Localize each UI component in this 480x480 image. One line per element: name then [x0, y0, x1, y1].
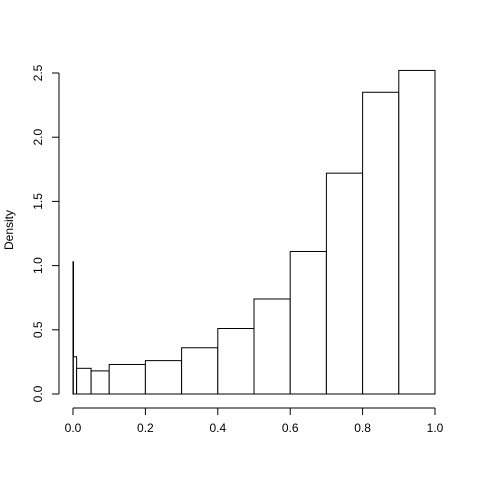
histogram-bar-2	[76, 367, 92, 395]
histogram-bar-6	[181, 347, 219, 395]
y-tick-label-4: 2.0	[31, 129, 45, 146]
histogram-bar-4	[108, 363, 146, 395]
y-tick-label-5: 2.5	[31, 64, 45, 81]
histogram-bars	[72, 69, 436, 395]
x-tick-label-2: 0.4	[209, 421, 226, 435]
y-axis: 0.0 0.5 1.0 1.5 2.0 2.5	[31, 64, 60, 402]
x-tick-label-0: 0.0	[65, 421, 82, 435]
x-tick-label-1: 0.2	[137, 421, 154, 435]
y-tick-label-1: 0.5	[31, 321, 45, 338]
histogram-bar-11	[362, 91, 400, 395]
y-tick-label-0: 0.0	[31, 385, 45, 402]
histogram-bar-9	[289, 250, 327, 395]
histogram-bar-12	[398, 69, 436, 395]
x-axis: 0.0 0.2 0.4 0.6 0.8 1.0	[65, 407, 444, 435]
histogram-bar-3	[90, 370, 110, 395]
x-tick-label-4: 0.8	[354, 421, 371, 435]
x-tick-label-5: 1.0	[427, 421, 444, 435]
y-tick-label-2: 1.0	[31, 257, 45, 274]
histogram-bar-8	[253, 298, 291, 395]
histogram-bar-5	[144, 360, 183, 395]
y-tick-label-3: 1.5	[31, 193, 45, 210]
x-tick-label-3: 0.6	[282, 421, 299, 435]
histogram-bar-10	[325, 172, 364, 395]
y-axis-title: Density	[2, 210, 16, 250]
histogram-bar-7	[217, 328, 255, 395]
